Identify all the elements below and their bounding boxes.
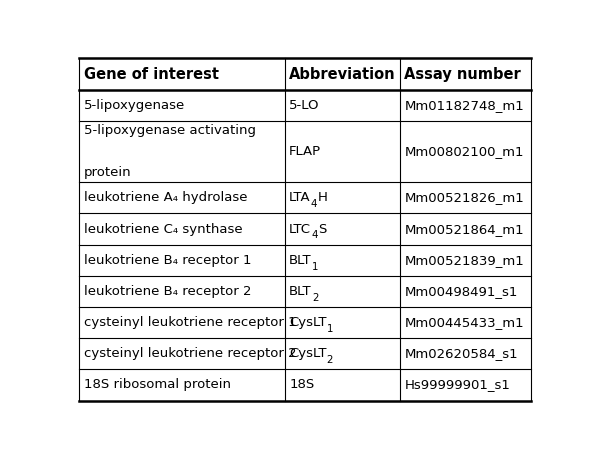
Text: 2: 2 xyxy=(327,355,333,365)
Text: Hs99999901_s1: Hs99999901_s1 xyxy=(405,379,511,391)
Text: leukotriene B₄ receptor 1: leukotriene B₄ receptor 1 xyxy=(83,254,251,267)
Text: 4: 4 xyxy=(311,230,318,240)
Text: 5-lipoxygenase: 5-lipoxygenase xyxy=(83,99,185,113)
Text: Mm00498491_s1: Mm00498491_s1 xyxy=(405,285,518,298)
Text: 1: 1 xyxy=(327,324,333,334)
Text: Mm01182748_m1: Mm01182748_m1 xyxy=(405,99,524,113)
Text: Abbreviation: Abbreviation xyxy=(289,67,396,82)
Text: LTA: LTA xyxy=(289,192,311,204)
Text: 18S ribosomal protein: 18S ribosomal protein xyxy=(83,379,231,391)
Text: FLAP: FLAP xyxy=(289,145,321,158)
Text: 5-lipoxygenase activating

protein: 5-lipoxygenase activating protein xyxy=(83,124,256,179)
Text: Assay number: Assay number xyxy=(405,67,521,82)
Text: leukotriene C₄ synthase: leukotriene C₄ synthase xyxy=(83,222,242,236)
Text: 2: 2 xyxy=(312,293,318,303)
Text: cysteinyl leukotriene receptor 2: cysteinyl leukotriene receptor 2 xyxy=(83,347,296,360)
Text: Mm00521864_m1: Mm00521864_m1 xyxy=(405,222,524,236)
Text: CysLT: CysLT xyxy=(289,347,327,360)
Text: 5-LO: 5-LO xyxy=(289,99,320,113)
Text: S: S xyxy=(318,222,326,236)
Text: CysLT: CysLT xyxy=(289,316,327,329)
Text: 4: 4 xyxy=(311,199,317,209)
Text: 18S: 18S xyxy=(289,379,315,391)
Text: H: H xyxy=(317,192,327,204)
Text: Mm00802100_m1: Mm00802100_m1 xyxy=(405,145,524,158)
Text: Mm00521826_m1: Mm00521826_m1 xyxy=(405,192,524,204)
Text: Gene of interest: Gene of interest xyxy=(83,67,218,82)
Text: leukotriene B₄ receptor 2: leukotriene B₄ receptor 2 xyxy=(83,285,251,298)
Text: Mm00521839_m1: Mm00521839_m1 xyxy=(405,254,524,267)
Text: 1: 1 xyxy=(312,262,318,271)
Text: Mm00445433_m1: Mm00445433_m1 xyxy=(405,316,524,329)
Text: LTC: LTC xyxy=(289,222,311,236)
Text: leukotriene A₄ hydrolase: leukotriene A₄ hydrolase xyxy=(83,192,247,204)
Text: BLT: BLT xyxy=(289,254,312,267)
Text: BLT: BLT xyxy=(289,285,312,298)
Text: cysteinyl leukotriene receptor 1: cysteinyl leukotriene receptor 1 xyxy=(83,316,296,329)
Text: Mm02620584_s1: Mm02620584_s1 xyxy=(405,347,518,360)
